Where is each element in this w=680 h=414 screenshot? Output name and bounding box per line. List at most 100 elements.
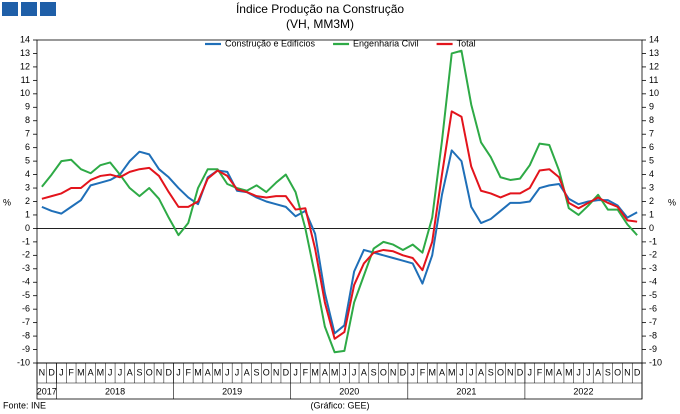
y-tick-label: 7 bbox=[25, 129, 30, 139]
x-tick-label: F bbox=[186, 367, 192, 377]
x-tick-label: J bbox=[118, 367, 123, 377]
y-tick-label: 2 bbox=[25, 196, 30, 206]
year-label: 2022 bbox=[573, 386, 593, 396]
x-tick-label: A bbox=[244, 367, 250, 377]
x-tick-label: A bbox=[439, 367, 445, 377]
y-tick-label: -7 bbox=[22, 317, 30, 327]
y2-tick-label: 8 bbox=[649, 115, 654, 125]
logo-block bbox=[21, 2, 37, 16]
x-tick-label: D bbox=[48, 367, 55, 377]
y2-tick-label: 14 bbox=[649, 34, 659, 44]
legend-label: Total bbox=[457, 38, 476, 48]
x-tick-label: J bbox=[176, 367, 181, 377]
x-tick-label: A bbox=[595, 367, 601, 377]
x-tick-label: S bbox=[371, 367, 377, 377]
x-tick-label: J bbox=[576, 367, 581, 377]
legend-label: Construção e Edifícios bbox=[225, 38, 316, 48]
x-tick-label: F bbox=[68, 367, 74, 377]
source: Fonte: INE bbox=[3, 400, 46, 410]
x-tick-label: S bbox=[136, 367, 142, 377]
x-tick-label: J bbox=[342, 367, 347, 377]
y2-tick-label: 0 bbox=[649, 223, 654, 233]
y2-tick-label: -6 bbox=[649, 304, 657, 314]
y-tick-label: 5 bbox=[25, 156, 30, 166]
y-tick-label: 6 bbox=[25, 142, 30, 152]
y-tick-label: 1 bbox=[25, 209, 30, 219]
y2-tick-label: -7 bbox=[649, 317, 657, 327]
y2-tick-label: 6 bbox=[649, 142, 654, 152]
x-tick-label: J bbox=[225, 367, 230, 377]
x-tick-label: F bbox=[537, 367, 543, 377]
x-tick-label: J bbox=[352, 367, 357, 377]
series-line bbox=[41, 149, 638, 335]
y2-tick-label: -9 bbox=[649, 344, 657, 354]
x-tick-label: J bbox=[410, 367, 415, 377]
x-tick-label: A bbox=[361, 367, 367, 377]
x-tick-label: D bbox=[400, 367, 407, 377]
x-tick-label: M bbox=[565, 367, 573, 377]
x-tick-label: N bbox=[156, 367, 163, 377]
x-tick-label: M bbox=[214, 367, 222, 377]
y-tick-label: 0 bbox=[25, 223, 30, 233]
y2-tick-label: 11 bbox=[649, 75, 658, 85]
x-tick-label: S bbox=[605, 367, 611, 377]
plot-frame bbox=[36, 39, 643, 364]
x-tick-label: M bbox=[97, 367, 105, 377]
x-tick-label: J bbox=[235, 367, 240, 377]
y-tick-label: -8 bbox=[22, 330, 30, 340]
x-tick-label: A bbox=[205, 367, 211, 377]
x-tick-label: A bbox=[556, 367, 562, 377]
x-tick-label: A bbox=[88, 367, 94, 377]
x-tick-label: M bbox=[311, 367, 319, 377]
x-tick-label: O bbox=[146, 367, 153, 377]
x-tick-label: N bbox=[390, 367, 397, 377]
x-tick-label: A bbox=[127, 367, 133, 377]
x-tick-label: F bbox=[303, 367, 309, 377]
y2-tick-label: -2 bbox=[649, 250, 657, 260]
x-tick-label: O bbox=[263, 367, 270, 377]
x-tick-label: N bbox=[624, 367, 631, 377]
x-tick-label: J bbox=[59, 367, 64, 377]
year-label: 2017 bbox=[37, 386, 57, 396]
x-tick-label: M bbox=[428, 367, 436, 377]
y-tick-label: 3 bbox=[25, 182, 30, 192]
y2-tick-label: 10 bbox=[649, 88, 659, 98]
y-tick-label: -6 bbox=[22, 304, 30, 314]
x-tick-label: O bbox=[497, 367, 504, 377]
y2-tick-label: 2 bbox=[649, 196, 654, 206]
y2-tick-label: -8 bbox=[649, 330, 657, 340]
x-tick-label: F bbox=[420, 367, 426, 377]
x-tick-label: M bbox=[194, 367, 202, 377]
x-tick-label: J bbox=[469, 367, 474, 377]
y2-tick-label: -4 bbox=[649, 277, 657, 287]
x-tick-label: D bbox=[634, 367, 641, 377]
x-tick-label: S bbox=[254, 367, 260, 377]
year-label: 2021 bbox=[456, 386, 476, 396]
x-tick-label: N bbox=[273, 367, 280, 377]
x-tick-label: M bbox=[331, 367, 339, 377]
x-tick-label: N bbox=[39, 367, 46, 377]
x-tick-label: O bbox=[380, 367, 387, 377]
x-tick-label: J bbox=[528, 367, 533, 377]
y-tick-label: -9 bbox=[22, 344, 30, 354]
legend-label: Engenharia Civil bbox=[353, 38, 419, 48]
y2-tick-label: 3 bbox=[649, 182, 654, 192]
y-tick-label: 9 bbox=[25, 102, 30, 112]
y-tick-label: -3 bbox=[22, 263, 30, 273]
x-tick-label: A bbox=[322, 367, 328, 377]
logo-block bbox=[40, 2, 56, 16]
y2-tick-label: 7 bbox=[649, 129, 654, 139]
y2-tick-label: 12 bbox=[649, 61, 659, 71]
y-axis-label: % bbox=[3, 197, 11, 207]
y-tick-label: 13 bbox=[20, 48, 30, 58]
x-tick-label: J bbox=[586, 367, 591, 377]
chart-subtitle: (VH, MM3M) bbox=[286, 17, 354, 31]
y2-axis-label: % bbox=[668, 197, 676, 207]
y2-tick-label: 5 bbox=[649, 156, 654, 166]
y-tick-label: 10 bbox=[20, 88, 30, 98]
y2-tick-label: -1 bbox=[649, 236, 657, 246]
chart-title: Índice Produção na Construção bbox=[236, 1, 404, 16]
y-tick-label: -10 bbox=[17, 357, 30, 367]
x-tick-label: J bbox=[459, 367, 464, 377]
